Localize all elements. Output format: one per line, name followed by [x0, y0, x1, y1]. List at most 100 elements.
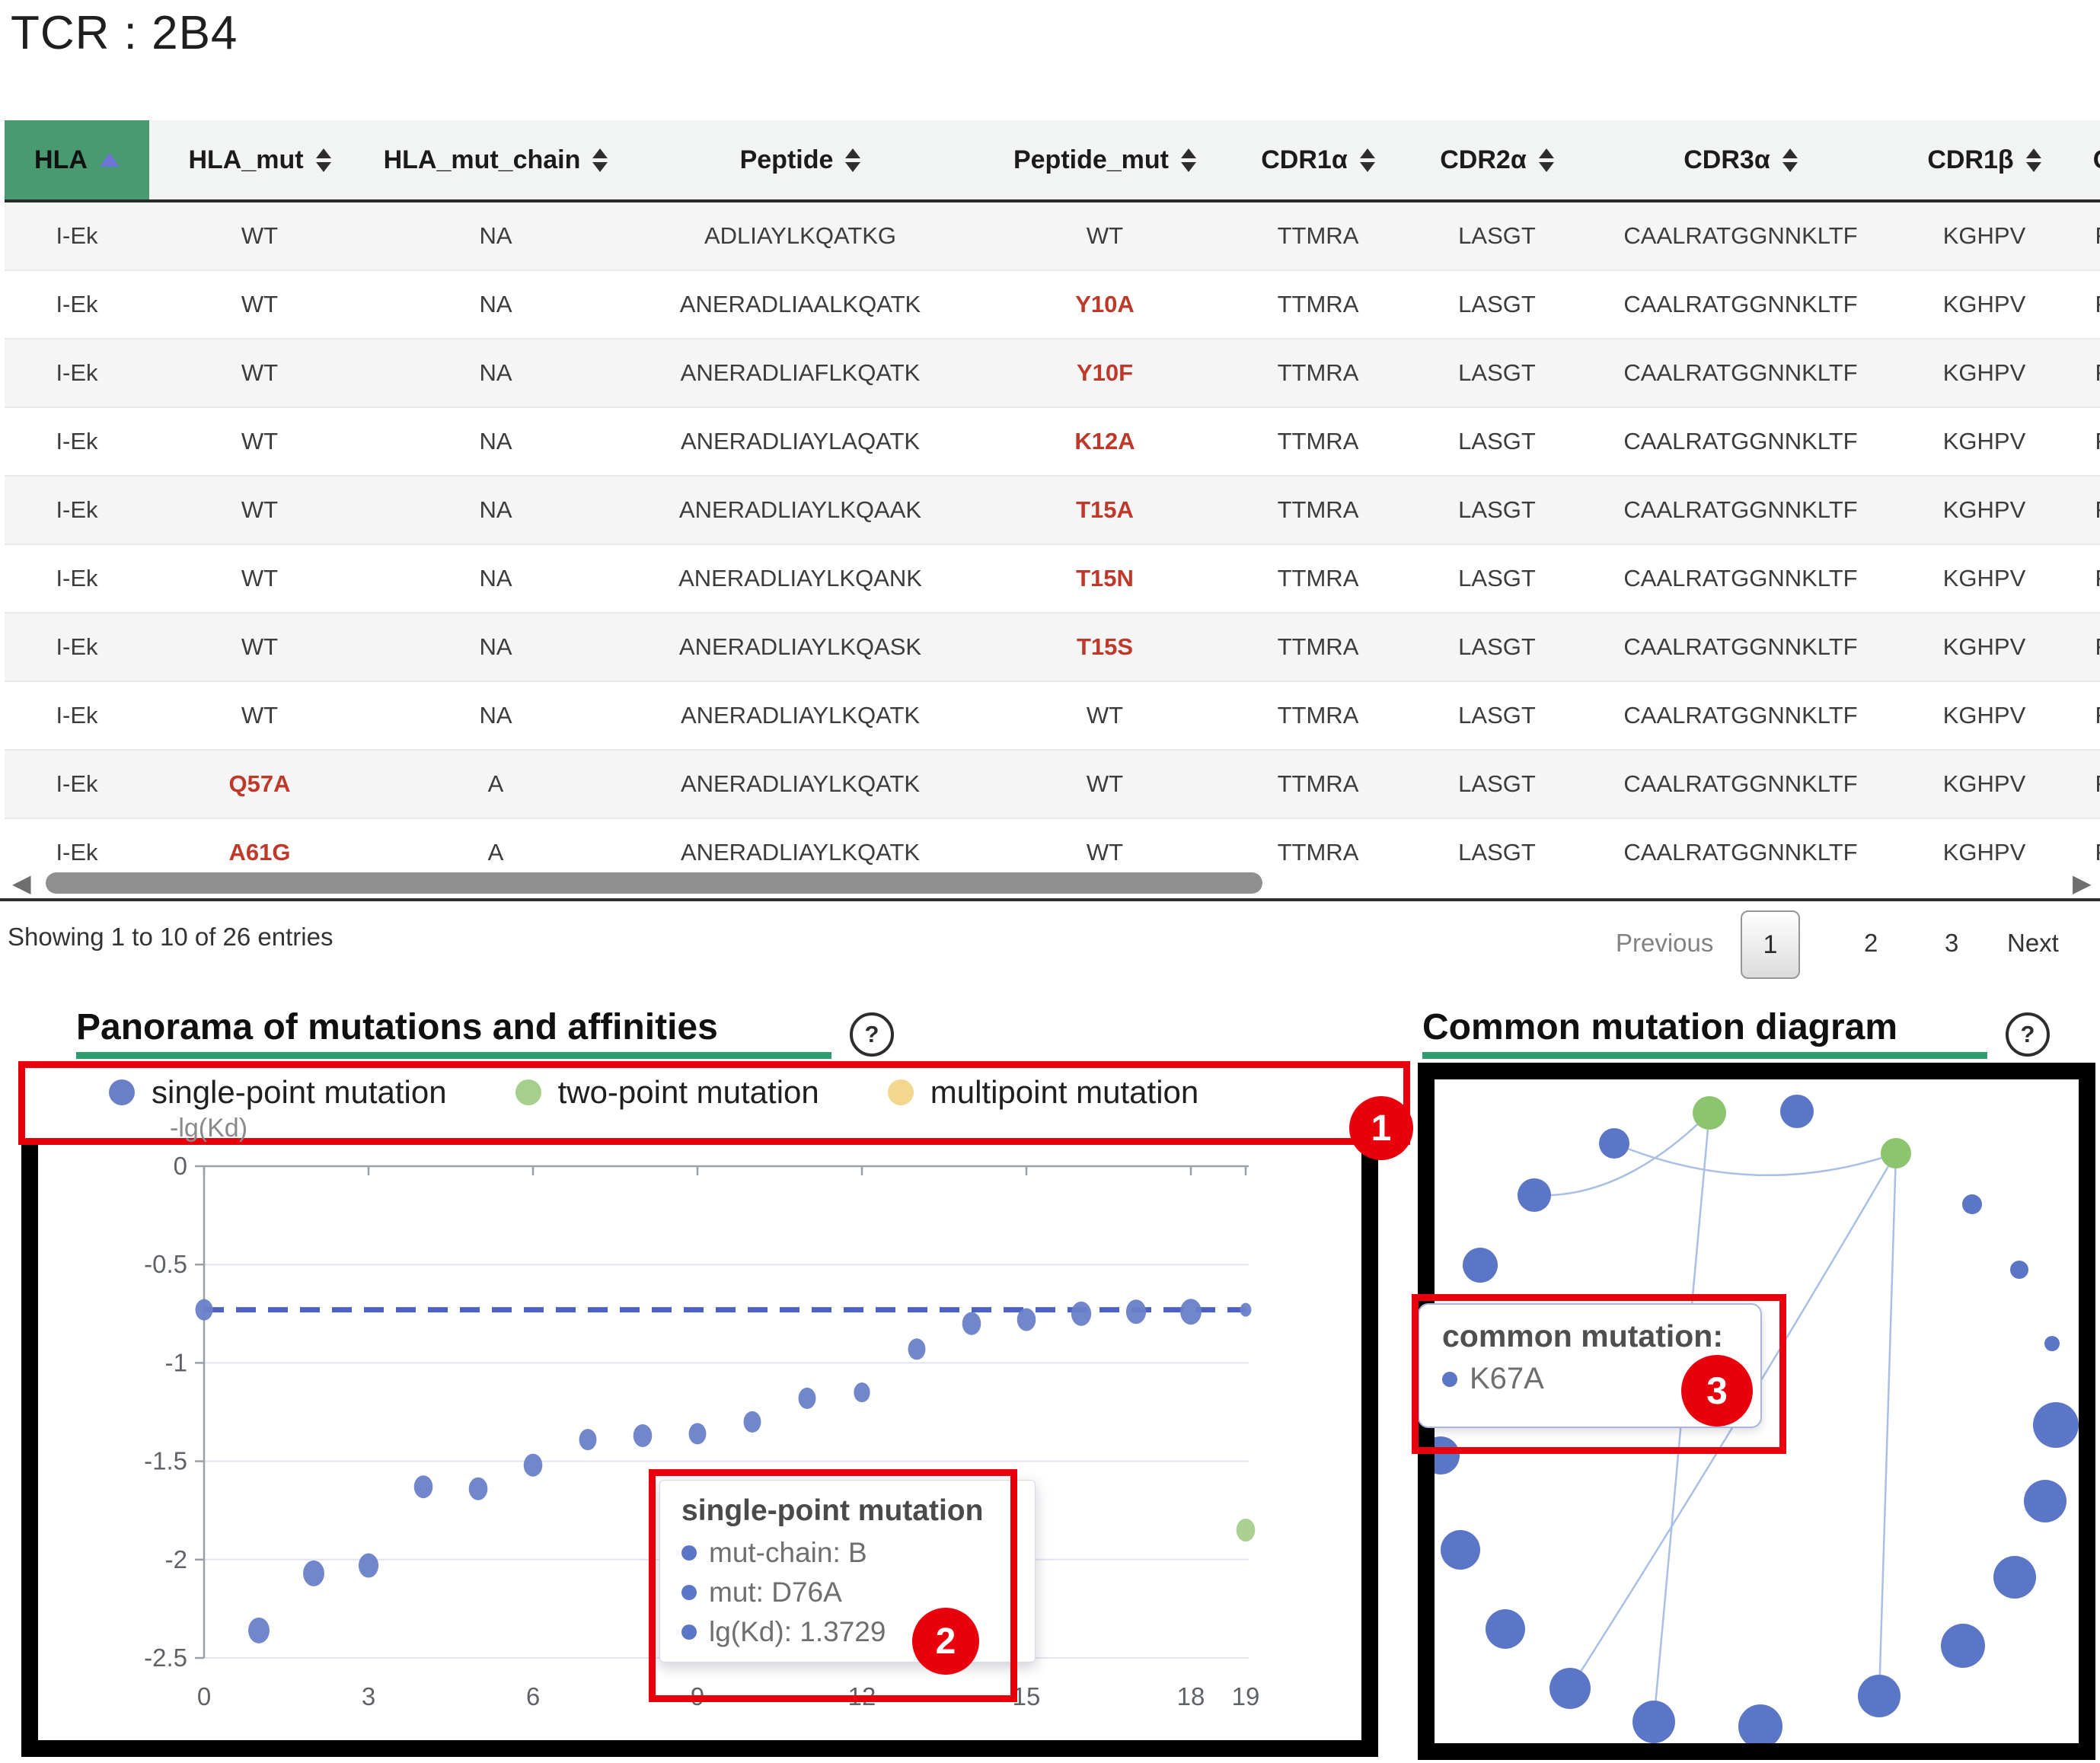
scatter-point[interactable] — [962, 1312, 981, 1335]
table-cell: F — [2076, 612, 2100, 681]
scatter-point[interactable] — [195, 1299, 213, 1321]
table-cell: TTMRA — [1230, 749, 1406, 818]
network-node[interactable] — [2010, 1261, 2028, 1279]
table-row[interactable]: I-Ek WT NA ADLIAYLKQATKG WT TTMRA LASGT CAALRAT… — [5, 200, 2100, 270]
table-row[interactable]: I-Ek WT NA ANERADLIAYLKQASK T15S TTMRA LASGT CA… — [5, 612, 2100, 681]
network-node[interactable] — [1738, 1704, 1782, 1743]
column-header-peptide[interactable]: Peptide — [621, 120, 979, 202]
table-cell: F — [2076, 200, 2100, 270]
table-cell: NA — [370, 681, 621, 750]
table-cell: WT — [979, 200, 1230, 270]
table-cell: I-Ek — [5, 681, 149, 750]
table-cell: I-Ek — [5, 818, 149, 872]
table-cell: LASGT — [1406, 406, 1588, 476]
table-row[interactable]: I-Ek WT NA ANERADLIAFLKQATK Y10F TTMRA LASGT CA… — [5, 338, 2100, 407]
network-node[interactable] — [1993, 1556, 2036, 1599]
scatter-point[interactable] — [1240, 1302, 1252, 1317]
scatter-point[interactable] — [1236, 1519, 1256, 1542]
network-node[interactable] — [2044, 1336, 2060, 1351]
scatter-point[interactable] — [1180, 1299, 1202, 1325]
scatter-point[interactable] — [1125, 1299, 1147, 1325]
network-node[interactable] — [1780, 1095, 1814, 1128]
network-node[interactable] — [1962, 1194, 1982, 1214]
network-node[interactable] — [1463, 1248, 1498, 1283]
network-help-icon[interactable]: ? — [2006, 1012, 2050, 1057]
table-row[interactable]: I-Ek A61G A ANERADLIAYLKQATK WT TTMRA LASGT CAA… — [5, 818, 2100, 872]
scatter-tooltip: single-point mutation mut-chain: B mut: … — [659, 1480, 1036, 1663]
network-node[interactable] — [1599, 1128, 1629, 1159]
table-header: HLA HLA_mut HLA_mut_chain Peptide Peptide_mu… — [5, 120, 2100, 202]
scatter-point[interactable] — [468, 1477, 488, 1500]
legend-item-multi[interactable]: multipoint mutation — [887, 1074, 1198, 1111]
legend-item-single[interactable]: single-point mutation — [109, 1074, 447, 1111]
network-node[interactable] — [1693, 1096, 1726, 1130]
scatter-point[interactable] — [688, 1423, 707, 1445]
y-axis-label: -lg(Kd) — [170, 1114, 248, 1143]
scatter-point[interactable] — [1016, 1308, 1036, 1331]
pagination-next[interactable]: Next — [2007, 929, 2059, 957]
column-header-cdr3-[interactable]: CDR3α — [1588, 120, 1893, 202]
table-cell: WT — [149, 406, 370, 476]
network-node[interactable] — [1858, 1675, 1901, 1717]
column-header-peptide-mut[interactable]: Peptide_mut — [979, 120, 1230, 202]
column-header-cdr1-[interactable]: CDR1α — [1230, 120, 1406, 202]
pagination-page-1[interactable]: 1 — [1741, 910, 1800, 979]
network-node[interactable] — [2033, 1402, 2079, 1448]
scatter-point[interactable] — [798, 1387, 816, 1409]
table-cell: KGHPV — [1893, 338, 2076, 407]
sort-asc-icon — [99, 153, 120, 167]
scatter-point[interactable] — [908, 1338, 926, 1360]
table-row[interactable]: I-Ek WT NA ANERADLIAYLAQATK K12A TTMRA LASGT CA… — [5, 406, 2100, 476]
column-header-cdr2-[interactable]: CDR2α — [1406, 120, 1588, 202]
table-body: I-Ek WT NA ADLIAYLKQATKG WT TTMRA LASGT CAALRAT… — [5, 200, 2100, 872]
pagination-page-2[interactable]: 2 — [1864, 929, 1878, 957]
scatter-point[interactable] — [579, 1429, 597, 1451]
pagination-page-3[interactable]: 3 — [1945, 929, 1959, 957]
table-cell: T15A — [979, 475, 1230, 544]
y-tick-label: 0 — [174, 1152, 187, 1180]
horizontal-scrollbar[interactable] — [46, 872, 1262, 894]
table-row[interactable]: I-Ek WT NA ANERADLIAALKQATK Y10A TTMRA LASGT CA… — [5, 269, 2100, 339]
network-node[interactable] — [1549, 1668, 1591, 1709]
table-row[interactable]: I-Ek Q57A A ANERADLIAYLKQATK WT TTMRA LASGT CAA… — [5, 749, 2100, 818]
network-node[interactable] — [1518, 1178, 1551, 1212]
column-header-hla-mut-chain[interactable]: HLA_mut_chain — [370, 120, 621, 202]
table-cell: I-Ek — [5, 544, 149, 613]
column-header-hla[interactable]: HLA — [5, 120, 149, 202]
column-header-cdr1-[interactable]: CDR1β — [1893, 120, 2076, 202]
scroll-left-icon[interactable]: ◀ — [12, 869, 31, 897]
legend-item-two[interactable]: two-point mutation — [515, 1074, 819, 1111]
x-tick-label: 18 — [1177, 1682, 1205, 1710]
bullet-icon — [681, 1585, 697, 1600]
column-header-c[interactable]: C — [2076, 120, 2100, 202]
network-node[interactable] — [1441, 1530, 1480, 1570]
scatter-point[interactable] — [303, 1560, 324, 1586]
network-node[interactable] — [1435, 1436, 1460, 1474]
table-row[interactable]: I-Ek WT NA ANERADLIAYLKQANK T15N TTMRA LASGT CA… — [5, 544, 2100, 613]
scatter-point[interactable] — [523, 1453, 543, 1477]
table-row[interactable]: I-Ek WT NA ANERADLIAYLKQAAK T15A TTMRA LASGT CA… — [5, 475, 2100, 544]
table-cell: WT — [149, 681, 370, 750]
scatter-point[interactable] — [358, 1553, 379, 1578]
panorama-help-icon[interactable]: ? — [850, 1012, 894, 1057]
scatter-point[interactable] — [854, 1382, 870, 1403]
table-cell: WT — [149, 200, 370, 270]
scatter-point[interactable] — [1071, 1301, 1092, 1326]
bullet-icon — [1442, 1371, 1457, 1387]
network-node[interactable] — [1632, 1701, 1675, 1743]
column-header-hla-mut[interactable]: HLA_mut — [149, 120, 370, 202]
scatter-point[interactable] — [743, 1411, 761, 1433]
scatter-point[interactable] — [413, 1475, 433, 1499]
table-cell: CAALRATGGNNKLTF — [1588, 269, 1893, 339]
scatter-point[interactable] — [633, 1424, 653, 1448]
network-node[interactable] — [2024, 1480, 2066, 1522]
table-cell: CAALRATGGNNKLTF — [1588, 749, 1893, 818]
network-node[interactable] — [1941, 1624, 1985, 1668]
table-row[interactable]: I-Ek WT NA ANERADLIAYLKQATK WT TTMRA LASGT CAAL… — [5, 681, 2100, 750]
pagination-previous[interactable]: Previous — [1616, 929, 1714, 957]
scatter-point[interactable] — [248, 1617, 270, 1643]
table-cell: I-Ek — [5, 406, 149, 476]
network-node[interactable] — [1486, 1609, 1525, 1649]
scroll-right-icon[interactable]: ▶ — [2073, 869, 2092, 897]
network-node[interactable] — [1881, 1138, 1911, 1168]
